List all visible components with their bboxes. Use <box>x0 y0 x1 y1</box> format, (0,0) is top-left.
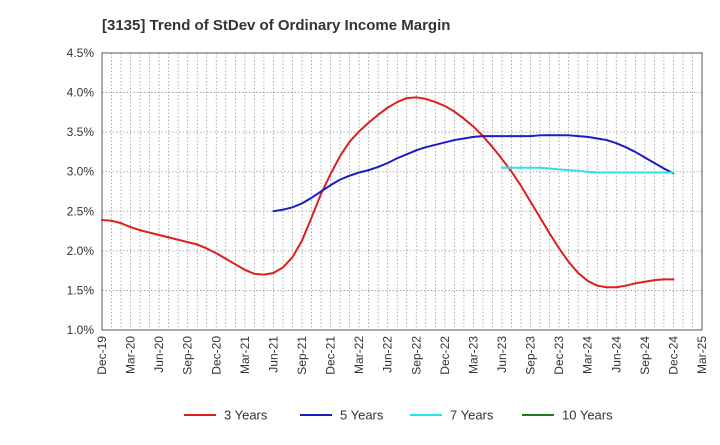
y-tick-label: 4.5% <box>67 46 95 60</box>
y-tick-label: 2.5% <box>67 204 95 218</box>
x-tick-label: Sep-23 <box>524 336 538 375</box>
y-tick-label: 1.5% <box>67 283 95 297</box>
legend-item-3-years: 3 Years <box>184 408 268 423</box>
x-tick-label: Sep-21 <box>295 336 309 375</box>
plot-border <box>101 52 703 331</box>
x-tick-label: Jun-24 <box>609 336 623 373</box>
legend-label: 10 Years <box>562 408 613 423</box>
series-line-7-years <box>501 166 675 174</box>
plot-area <box>102 53 702 330</box>
x-tick-label: Mar-25 <box>695 336 709 374</box>
legend: 3 Years 5 Years 7 Years 10 Years <box>184 408 613 423</box>
x-tick-label: Dec-21 <box>324 336 338 375</box>
legend-item-5-years: 5 Years <box>300 408 384 423</box>
x-tick-label: Jun-23 <box>495 336 509 373</box>
chart-title: [3135] Trend of StDev of Ordinary Income… <box>102 17 450 34</box>
y-tick-label: 3.0% <box>67 165 95 179</box>
x-tick-label: Mar-23 <box>466 336 480 374</box>
series-line-5-years <box>272 134 675 213</box>
x-tick-label: Dec-24 <box>666 336 680 375</box>
series-line-3-years <box>101 96 675 289</box>
x-tick-label: Sep-24 <box>638 336 652 375</box>
x-tick-label: Mar-21 <box>238 336 252 374</box>
grid-layer <box>102 53 702 330</box>
x-tick-label: Mar-22 <box>352 336 366 374</box>
y-tick-label: 1.0% <box>67 323 95 337</box>
legend-item-7-years: 7 Years <box>410 408 494 423</box>
y-tick-label: 4.0% <box>67 86 95 100</box>
x-tick-label: Sep-22 <box>409 336 423 375</box>
x-tick-label: Sep-20 <box>181 336 195 375</box>
x-tick-label: Mar-24 <box>581 336 595 374</box>
legend-item-10-years: 10 Years <box>522 408 613 423</box>
series-layer <box>101 96 675 289</box>
x-tick-label: Dec-23 <box>552 336 566 375</box>
axis-layer: 1.0% 1.5% 2.0% 2.5% 3.0% 3.5% 4.0% 4.5% Dec-19 Ma… <box>67 46 709 375</box>
x-tick-label: Dec-22 <box>438 336 452 375</box>
legend-label: 3 Years <box>224 408 268 423</box>
y-tick-label: 2.0% <box>67 244 95 258</box>
x-tick-label: Dec-19 <box>95 336 109 375</box>
legend-label: 7 Years <box>450 408 494 423</box>
x-tick-label: Mar-20 <box>124 336 138 374</box>
x-tick-label: Jun-20 <box>152 336 166 373</box>
x-tick-label: Dec-20 <box>209 336 223 375</box>
legend-label: 5 Years <box>340 408 384 423</box>
y-tick-label: 3.5% <box>67 125 95 139</box>
x-tick-label: Jun-21 <box>266 336 280 373</box>
x-tick-label: Jun-22 <box>381 336 395 373</box>
